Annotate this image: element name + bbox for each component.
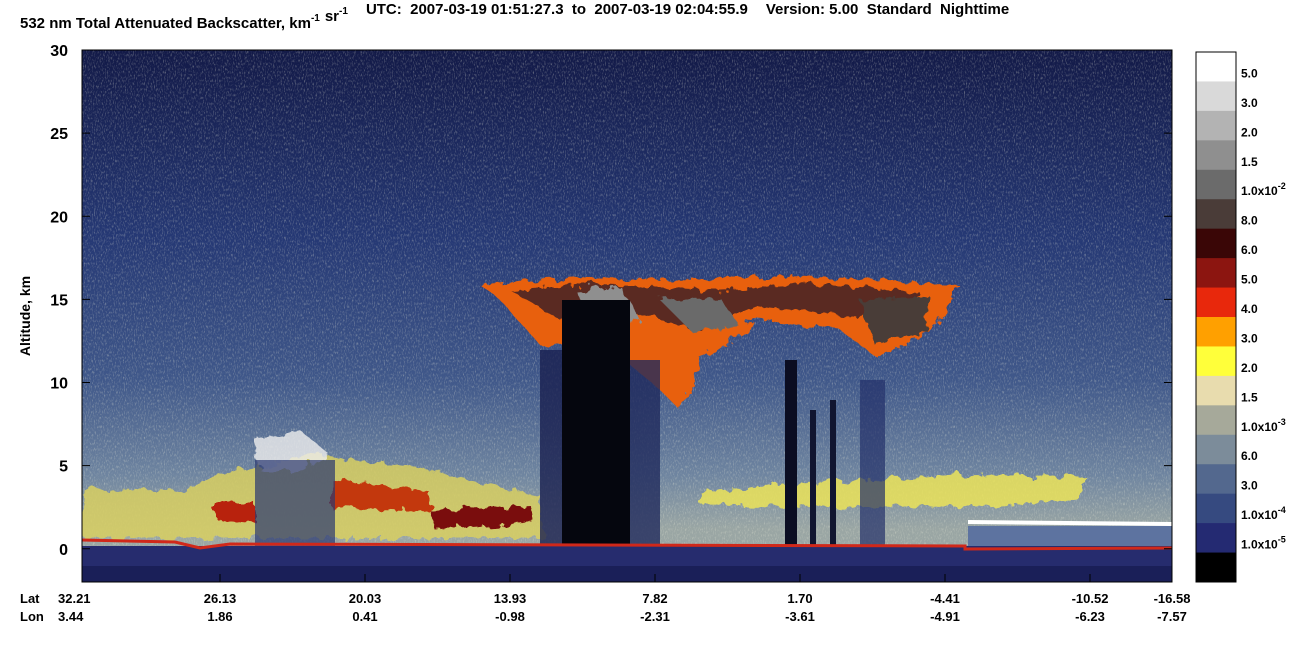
x-tick-label: 26.13 <box>204 591 237 606</box>
colorbar-segment <box>1196 552 1236 583</box>
colorbar-segment <box>1196 493 1236 524</box>
x-tick-label: -2.31 <box>640 609 670 624</box>
colorbar-segment <box>1196 434 1236 465</box>
x-tick-label: -4.91 <box>930 609 960 624</box>
colorbar-label: 2.0 <box>1241 361 1258 375</box>
title-text: 532 nm Total Attenuated Backscatter, km <box>20 15 311 32</box>
colorbar-label-text: 5.0 <box>1241 273 1258 287</box>
colorbar-label-text: 1.5 <box>1241 155 1258 169</box>
x-tick-label: -3.61 <box>785 609 815 624</box>
plot-frame <box>81 49 1173 583</box>
x-tick-label: -7.57 <box>1157 609 1187 624</box>
colorbar-label: 1.0x10-2 <box>1241 181 1286 198</box>
chart-title: 532 nm Total Attenuated Backscatter, km-… <box>20 1 1009 32</box>
colorbar-label-text: 3.0 <box>1241 96 1258 110</box>
x-row-name: Lon <box>20 609 44 624</box>
colorbar-segment <box>1196 110 1236 141</box>
x-row-name: Lat <box>20 591 40 606</box>
colorbar-label-text: 4.0 <box>1241 302 1258 316</box>
colorbar-label-text: 2.0 <box>1241 125 1258 139</box>
colorbar-label-text: 1.0x10 <box>1241 184 1278 198</box>
y-tick-label: 30 <box>50 43 68 60</box>
subsurface <box>82 566 1172 582</box>
colorbar-label-superscript: -4 <box>1278 505 1286 515</box>
colorbar-label-text: 5.0 <box>1241 66 1258 80</box>
colorbar-segment <box>1196 140 1236 171</box>
colorbar-label: 1.5 <box>1241 390 1258 404</box>
colorbar-segment <box>1196 464 1236 495</box>
x-tick-label: 0.41 <box>352 609 377 624</box>
colorbar-label-text: 8.0 <box>1241 214 1258 228</box>
colorbar-label: 6.0 <box>1241 449 1258 463</box>
title-version: Version: 5.00 Standard Nighttime <box>766 1 1009 18</box>
colorbar-segment <box>1196 81 1236 112</box>
backscatter-image <box>82 50 1172 582</box>
y-tick-label: 20 <box>50 209 68 226</box>
x-tick-label: 1.86 <box>207 609 232 624</box>
title-superscript: -1 <box>339 6 348 17</box>
colorbar-segment <box>1196 523 1236 554</box>
colorbar-frame <box>1195 51 1237 583</box>
colorbar-label-text: 3.0 <box>1241 331 1258 345</box>
y-tick-label: 0 <box>59 542 68 559</box>
colorbar-segment <box>1196 287 1236 318</box>
low-cloud <box>968 526 1172 546</box>
colorbar-label-text: 1.0x10 <box>1241 538 1278 552</box>
title-utc: UTC: 2007-03-19 01:51:27.3 to 2007-03-19… <box>366 1 748 18</box>
y-tick-label: 10 <box>50 376 68 393</box>
colorbar-segment <box>1196 258 1236 289</box>
x-tick-label: 13.93 <box>494 591 527 606</box>
colorbar-label: 4.0 <box>1241 302 1258 316</box>
colorbar-label-text: 3.0 <box>1241 479 1258 493</box>
colorbar-label-text: 2.0 <box>1241 361 1258 375</box>
colorbar-segment <box>1196 228 1236 259</box>
colorbar-label-text: 1.5 <box>1241 390 1258 404</box>
colorbar-label: 1.5 <box>1241 155 1258 169</box>
y-tick-label: 5 <box>59 459 68 476</box>
colorbar-label-superscript: -5 <box>1278 535 1286 545</box>
colorbar-label: 5.0 <box>1241 273 1258 287</box>
low-cloud-top <box>967 520 1172 526</box>
x-tick-label: -10.52 <box>1072 591 1109 606</box>
x-tick-label: 20.03 <box>349 591 382 606</box>
x-tick-label: 3.44 <box>58 609 84 624</box>
y-tick-label: 25 <box>50 126 68 143</box>
title-text: sr <box>325 8 339 25</box>
colorbar-label-superscript: -2 <box>1278 181 1286 191</box>
x-tick-label: -16.58 <box>1154 591 1191 606</box>
x-tick-label: 1.70 <box>787 591 812 606</box>
x-tick-label: -4.41 <box>930 591 960 606</box>
colorbar-label: 3.0 <box>1241 331 1258 345</box>
colorbar-label-text: 6.0 <box>1241 243 1258 257</box>
colorbar-segment <box>1196 346 1236 377</box>
y-axis-label: Altitude, km <box>17 276 33 356</box>
colorbar-label-text: 1.0x10 <box>1241 420 1278 434</box>
colorbar-label: 8.0 <box>1241 214 1258 228</box>
x-tick-label: 32.21 <box>58 591 91 606</box>
colorbar-label: 2.0 <box>1241 125 1258 139</box>
colorbar-segment <box>1196 169 1236 200</box>
colorbar-label-text: 1.0x10 <box>1241 508 1278 522</box>
colorbar-label: 1.0x10-5 <box>1241 535 1286 552</box>
colorbar-segment <box>1196 375 1236 406</box>
colorbar-label-text: 6.0 <box>1241 449 1258 463</box>
colorbar-segment <box>1196 405 1236 436</box>
colorbar-label-superscript: -3 <box>1278 417 1286 427</box>
colorbar-segment <box>1196 199 1236 230</box>
colorbar-segment <box>1196 52 1236 82</box>
colorbar-label: 3.0 <box>1241 479 1258 493</box>
colorbar-label: 6.0 <box>1241 243 1258 257</box>
x-tick-label: -6.23 <box>1075 609 1105 624</box>
surface-return <box>82 538 1172 551</box>
x-tick-label: -0.98 <box>495 609 525 624</box>
x-tick-label: 7.82 <box>642 591 667 606</box>
colorbar-label: 5.0 <box>1241 66 1258 80</box>
colorbar-label: 1.0x10-3 <box>1241 417 1286 434</box>
colorbar-segment <box>1196 317 1236 347</box>
y-tick-label: 15 <box>50 292 68 309</box>
title-superscript: -1 <box>311 13 320 24</box>
colorbar-label: 1.0x10-4 <box>1241 505 1286 522</box>
colorbar-label: 3.0 <box>1241 96 1258 110</box>
